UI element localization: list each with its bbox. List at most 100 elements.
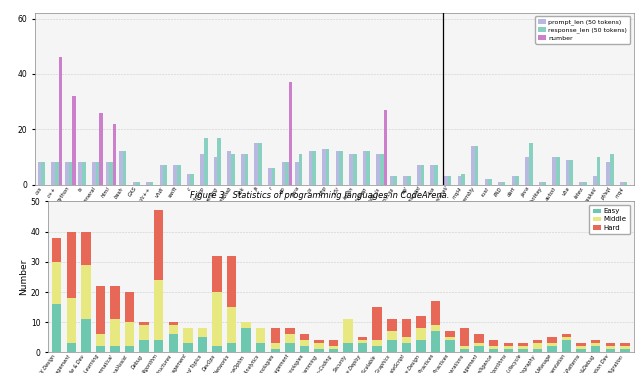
Bar (339, 151, 343, 185)
Bar (227, 256, 236, 307)
Bar (96, 334, 105, 347)
Bar (271, 350, 280, 352)
Bar (504, 344, 513, 347)
Bar (623, 182, 627, 185)
Bar (402, 344, 411, 352)
Bar (407, 176, 411, 185)
Bar (52, 304, 61, 352)
Bar (431, 331, 440, 352)
Bar (67, 298, 76, 344)
Bar (268, 168, 271, 185)
Bar (620, 347, 630, 350)
Bar (99, 113, 103, 185)
Bar (95, 163, 99, 185)
Bar (125, 292, 134, 322)
Bar (547, 344, 557, 347)
Bar (271, 344, 280, 350)
Bar (241, 328, 251, 352)
Bar (570, 160, 573, 185)
Bar (532, 344, 542, 350)
Bar (577, 350, 586, 352)
Bar (562, 337, 572, 341)
Bar (518, 344, 527, 347)
Bar (200, 154, 204, 185)
Bar (168, 334, 178, 352)
Bar (579, 182, 583, 185)
Bar (504, 347, 513, 350)
Bar (474, 344, 484, 347)
Bar (515, 176, 519, 185)
Bar (67, 344, 76, 352)
Bar (577, 347, 586, 350)
Bar (552, 157, 556, 185)
Bar (358, 341, 367, 344)
Bar (177, 165, 180, 185)
Bar (52, 262, 61, 304)
Bar (336, 151, 339, 185)
Bar (204, 138, 207, 185)
Bar (387, 341, 397, 352)
Bar (183, 344, 193, 352)
Bar (502, 182, 506, 185)
Bar (106, 163, 109, 185)
Bar (458, 176, 461, 185)
Bar (42, 163, 45, 185)
Bar (163, 165, 167, 185)
Bar (532, 341, 542, 344)
Bar (258, 143, 262, 185)
Bar (218, 138, 221, 185)
Bar (376, 154, 380, 185)
Bar (67, 232, 76, 298)
Bar (532, 350, 542, 352)
Bar (285, 163, 289, 185)
Bar (300, 334, 309, 341)
Bar (610, 154, 614, 185)
Bar (132, 182, 136, 185)
Y-axis label: Number: Number (19, 259, 28, 295)
Bar (471, 146, 475, 185)
Bar (447, 176, 451, 185)
Bar (358, 344, 367, 352)
Bar (363, 151, 367, 185)
Bar (474, 347, 484, 352)
Bar (256, 344, 266, 352)
Bar (109, 163, 113, 185)
Bar (168, 322, 178, 325)
Bar (518, 350, 527, 352)
Bar (539, 182, 543, 185)
Bar (518, 347, 527, 350)
Bar (123, 151, 126, 185)
Bar (403, 176, 407, 185)
Bar (271, 168, 275, 185)
Bar (416, 328, 426, 341)
Bar (380, 154, 383, 185)
Bar (96, 286, 105, 334)
Bar (81, 232, 91, 265)
Bar (241, 154, 244, 185)
Bar (583, 182, 587, 185)
Bar (387, 319, 397, 331)
Bar (244, 154, 248, 185)
Bar (329, 347, 339, 350)
Bar (285, 328, 294, 334)
Bar (314, 344, 324, 350)
Bar (38, 163, 42, 185)
Bar (591, 344, 600, 347)
Bar (529, 143, 532, 185)
Bar (125, 322, 134, 347)
Bar (79, 163, 82, 185)
Bar (314, 350, 324, 352)
Bar (504, 350, 513, 352)
Bar (322, 149, 326, 185)
Bar (285, 334, 294, 344)
Bar (81, 265, 91, 319)
Bar (445, 337, 455, 341)
Text: Figure 3:  Statistics of programming languages in CodeArena.: Figure 3: Statistics of programming lang… (190, 191, 450, 200)
Bar (110, 347, 120, 352)
Bar (489, 347, 499, 350)
Bar (562, 341, 572, 352)
Bar (343, 344, 353, 352)
Bar (353, 154, 356, 185)
Bar (92, 163, 95, 185)
Bar (489, 341, 499, 347)
